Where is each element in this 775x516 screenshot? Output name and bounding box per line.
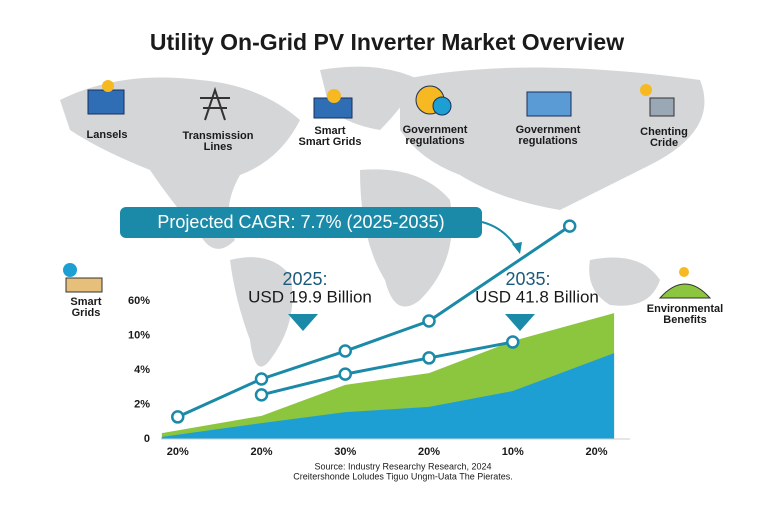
icon-sun [679,267,689,277]
x-tick-label: 30% [334,446,356,458]
x-tick-label: 20% [585,446,607,458]
y-tick-label: 4% [134,364,150,376]
marker [254,372,269,386]
callout-marker [505,314,535,331]
icon-sun [102,80,114,92]
callout-value: USD 19.9 Billion [248,287,372,306]
marker [422,351,436,365]
icon-panel [526,91,572,117]
icon-environment [658,283,712,299]
marker [254,388,269,402]
x-tick-label: 20% [167,446,189,458]
area [161,353,615,439]
marker [338,344,352,358]
marker [506,335,520,349]
icon-label: Transmission [183,130,254,142]
icon-label: Lansels [87,129,128,141]
icon-grid [65,277,103,293]
icon-solar [87,89,125,115]
icons [63,80,712,299]
callout-value: USD 41.8 Billion [475,287,599,306]
icon-label: regulations [405,135,464,147]
marker [422,314,436,328]
marker [338,367,352,381]
callout-year: 2025: [282,269,327,289]
icon-factory [649,97,675,117]
icon-label: Lines [204,141,233,153]
source: Source: Industry Researchy Research, 202… [314,461,491,471]
y-tick-label: 60% [128,295,150,307]
cagr-arrow [481,221,519,251]
y-tick-label: 0 [144,433,150,445]
icon-sun [327,89,341,103]
marker [171,410,185,424]
cagr-box [120,207,482,238]
title: Utility On-Grid PV Inverter Market Overv… [150,29,624,55]
callout-year: 2035: [505,269,550,289]
y-tick-label: 2% [134,398,150,410]
icon-label: Grids [72,307,101,319]
marker [562,219,577,233]
icon-tower [200,86,230,121]
icon-label: Cride [650,137,678,149]
world-map [60,66,705,367]
icon-label: Government [516,124,581,136]
icon-label: Smart [70,296,102,308]
icon-label: Environmental [647,303,723,315]
icon-label: Smart Grids [299,136,362,148]
icon-gov [432,96,452,116]
cagr-callout: Projected CAGR: 7.7% (2025-2035) [157,212,444,232]
icon-grid [63,263,77,277]
y-tick-label: 10% [128,329,150,341]
icon-sun [640,84,652,96]
callout-marker [288,314,318,331]
x-tick-label: 20% [418,446,440,458]
icon-label: Benefits [663,314,706,326]
icon-label: Smart [314,125,346,137]
icon-label: regulations [518,135,577,147]
x-tick-label: 10% [502,446,524,458]
source: Creitershonde Loludes Tiguo Ungm-Uata Th… [293,471,512,481]
x-tick-label: 20% [250,446,272,458]
icon-label: Chenting [640,126,688,138]
icon-label: Government [403,124,468,136]
cagr-arrow-head [512,242,522,254]
line [261,340,514,397]
